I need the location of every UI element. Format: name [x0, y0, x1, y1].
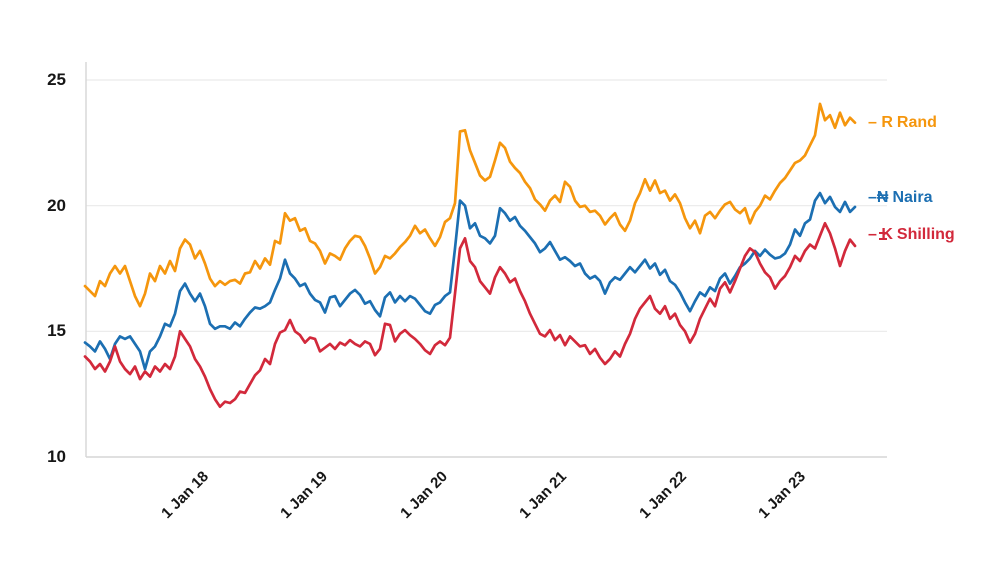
legend-item-rand: – R Rand: [868, 114, 937, 132]
currency-symbol-naira: ₦: [876, 189, 889, 206]
legend-dash-shilling: –: [868, 226, 882, 243]
legend-item-shilling: – K Shilling: [868, 226, 955, 244]
y-tick-label-10: 10: [47, 446, 66, 466]
legend-dash-rand: –: [868, 114, 882, 131]
legend-label-naira: Naira: [892, 189, 933, 206]
legend-label-shilling: Shilling: [896, 226, 955, 243]
y-tick-label-25: 25: [47, 70, 66, 89]
currency-symbol-rand: R: [881, 114, 893, 131]
y-tick-label-20: 20: [47, 195, 66, 215]
legend-dash-naira: –: [868, 189, 877, 206]
currency-symbol-shilling: K: [879, 226, 893, 243]
legend-label-rand: Rand: [896, 114, 937, 131]
series-line-rand: [83, 102, 857, 308]
series-line-naira: [83, 191, 857, 371]
legend-item-naira: –₦ Naira: [868, 189, 933, 207]
y-tick-label-15: 15: [47, 321, 66, 341]
series-line-shilling: [83, 221, 857, 409]
